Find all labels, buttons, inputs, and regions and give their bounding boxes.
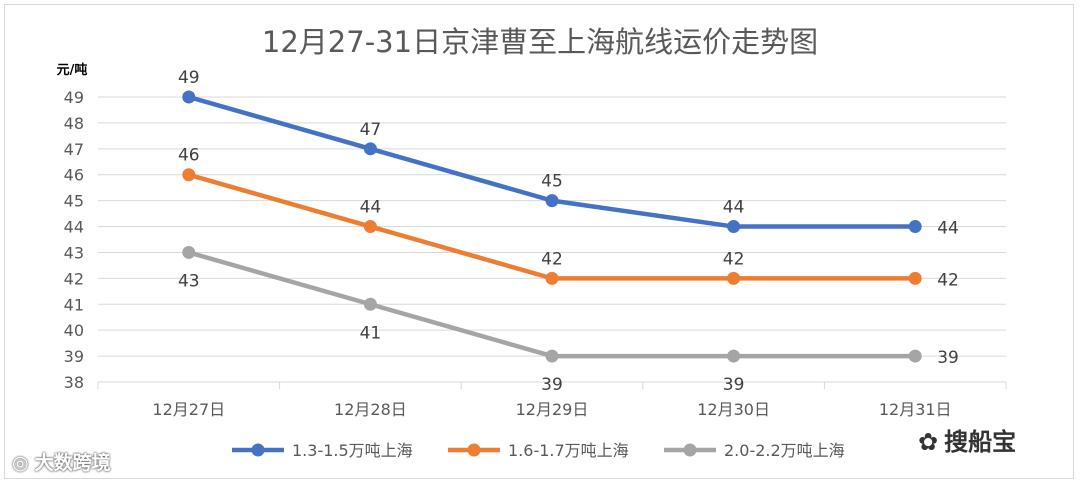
data-point — [908, 220, 922, 234]
data-point — [182, 168, 196, 182]
data-point — [182, 245, 196, 259]
weibo-icon: ◎ — [12, 452, 29, 474]
x-tick-label: 12月30日 — [697, 400, 770, 419]
data-point — [363, 297, 377, 311]
watermark-left-text: 大数跨境 — [34, 452, 111, 474]
data-point — [545, 349, 559, 363]
data-label: 42 — [937, 270, 959, 290]
data-point — [727, 271, 741, 285]
y-axis-label: 元/吨 — [57, 62, 88, 78]
x-tick-label: 12月27日 — [152, 400, 225, 419]
watermark-right-text: 搜船宝 — [944, 428, 1017, 456]
data-label: 42 — [541, 249, 563, 269]
data-label: 49 — [178, 68, 200, 88]
data-label: 42 — [723, 249, 745, 269]
data-label: 44 — [723, 198, 745, 218]
legend-marker — [467, 443, 481, 457]
y-tick-label: 39 — [64, 347, 84, 366]
y-tick-label: 38 — [64, 373, 84, 392]
data-point — [908, 271, 922, 285]
data-point — [545, 271, 559, 285]
wechat-icon: ✿ — [918, 428, 939, 456]
legend-marker — [683, 443, 697, 457]
data-point — [363, 220, 377, 234]
legend-marker — [251, 443, 265, 457]
data-point — [908, 349, 922, 363]
legend-entry: 1.6-1.7万吨上海 — [508, 441, 629, 460]
chart-title: 12月27-31日京津曹至上海航线运价走势图 — [262, 25, 818, 59]
data-point — [182, 90, 196, 104]
y-tick-label: 40 — [64, 321, 84, 340]
y-tick-label: 43 — [64, 243, 84, 262]
x-tick-label: 12月29日 — [516, 400, 589, 419]
data-label: 39 — [937, 348, 959, 368]
data-label: 46 — [178, 146, 200, 166]
data-point — [727, 220, 741, 234]
chart-frame — [4, 4, 1074, 479]
watermark-left: ◎ 大数跨境 — [12, 448, 111, 475]
data-label: 39 — [541, 375, 563, 395]
y-tick-label: 49 — [64, 88, 84, 107]
data-point — [545, 194, 559, 208]
data-label: 43 — [178, 271, 200, 291]
x-tick-label: 12月28日 — [334, 400, 407, 419]
y-tick-label: 48 — [64, 114, 84, 133]
y-tick-label: 46 — [64, 166, 84, 185]
y-tick-label: 47 — [64, 140, 84, 159]
watermark-right: ✿ 搜船宝 — [918, 422, 1016, 457]
y-tick-label: 41 — [64, 295, 84, 314]
data-point — [727, 349, 741, 363]
data-label: 44 — [937, 219, 959, 239]
y-tick-label: 44 — [64, 218, 84, 237]
legend-entry: 1.3-1.5万吨上海 — [292, 441, 413, 460]
legend-entry: 2.0-2.2万吨上海 — [724, 441, 845, 460]
data-label: 41 — [360, 323, 382, 343]
data-label: 47 — [360, 120, 382, 140]
y-tick-label: 45 — [64, 192, 84, 211]
x-tick-label: 12月31日 — [879, 400, 952, 419]
data-label: 39 — [723, 375, 745, 395]
data-label: 44 — [360, 198, 382, 218]
y-tick-label: 42 — [64, 269, 84, 288]
data-point — [363, 142, 377, 156]
data-label: 45 — [541, 172, 563, 192]
